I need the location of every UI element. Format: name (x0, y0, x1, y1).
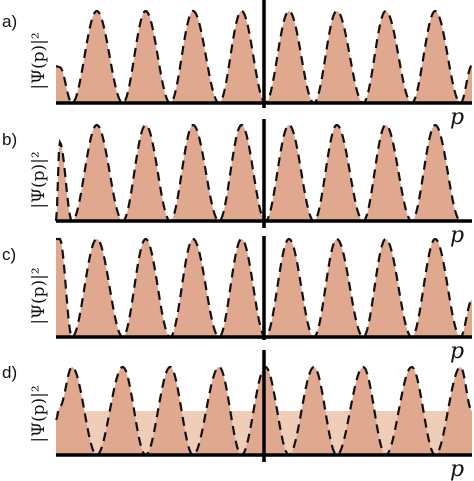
panel-4: d) |Ψ(p)|² p (2, 350, 473, 481)
y-axis-label: |Ψ(p)|² (29, 151, 49, 208)
series-1-fill (56, 11, 472, 103)
series-1-fill (56, 239, 472, 337)
panel-label: a) (2, 12, 17, 31)
panel-label: b) (2, 130, 17, 149)
series-1-fill (56, 125, 472, 221)
y-axis-label: |Ψ(p)|² (29, 385, 49, 442)
y-axis-label: |Ψ(p)|² (29, 267, 49, 324)
y-axis-label: |Ψ(p)|² (29, 32, 49, 89)
panel-1: a) |Ψ(p)|² p (2, 0, 473, 130)
panel-3: c) |Ψ(p)|² p (2, 236, 473, 364)
panel-label: c) (2, 245, 16, 264)
x-axis-label: p (450, 105, 464, 130)
x-axis-label: p (450, 457, 464, 481)
x-axis-label: p (450, 339, 464, 364)
panel-2: b) |Ψ(p)|² p (2, 119, 472, 248)
x-axis-label: p (450, 223, 464, 248)
panel-label: d) (2, 363, 17, 382)
